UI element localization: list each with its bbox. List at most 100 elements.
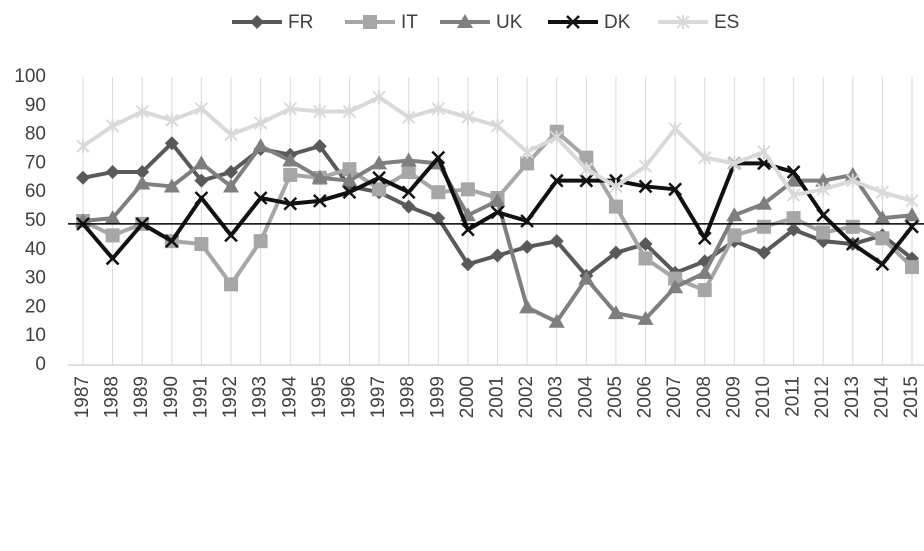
- marker: [676, 15, 690, 29]
- marker: [608, 245, 623, 260]
- marker: [134, 175, 151, 190]
- x-tick-label: 1997: [368, 376, 389, 418]
- marker: [668, 121, 682, 136]
- marker: [342, 162, 357, 177]
- marker: [76, 139, 90, 154]
- marker: [135, 165, 150, 180]
- marker: [431, 185, 446, 200]
- marker: [194, 237, 209, 252]
- marker: [786, 188, 801, 203]
- marker: [282, 152, 299, 167]
- x-tick-label: 2002: [516, 376, 537, 418]
- marker: [371, 155, 388, 170]
- marker: [637, 310, 654, 325]
- marker: [757, 144, 771, 159]
- marker: [668, 182, 683, 197]
- marker: [363, 15, 377, 29]
- y-tick-label: 90: [25, 95, 46, 116]
- marker: [224, 127, 238, 142]
- marker: [756, 245, 771, 260]
- marker: [193, 155, 210, 170]
- marker: [845, 219, 860, 234]
- series: [76, 90, 919, 208]
- x-tick-label: 2015: [901, 376, 922, 418]
- marker: [461, 222, 475, 237]
- marker: [667, 279, 684, 294]
- x-tick-label: 2005: [605, 376, 626, 418]
- marker: [194, 191, 209, 205]
- marker: [253, 234, 268, 249]
- marker: [490, 205, 505, 220]
- marker: [283, 101, 297, 116]
- marker: [905, 193, 919, 208]
- x-tick-label: 1992: [220, 376, 241, 418]
- series: [75, 138, 920, 328]
- x-tick-label: 1987: [72, 376, 93, 418]
- marker: [372, 182, 387, 197]
- marker: [283, 167, 298, 182]
- marker: [638, 251, 653, 266]
- marker: [846, 173, 860, 188]
- marker: [164, 136, 179, 151]
- legend-label: DK: [604, 12, 631, 33]
- marker: [697, 231, 712, 246]
- marker: [727, 156, 742, 171]
- marker: [874, 210, 891, 225]
- marker: [105, 251, 120, 266]
- marker: [550, 130, 564, 145]
- x-tick-label: 1990: [161, 376, 182, 418]
- x-tick-label: 1999: [427, 376, 448, 418]
- y-tick-label: 0: [35, 354, 46, 375]
- marker: [105, 118, 120, 133]
- marker: [579, 150, 594, 165]
- marker: [726, 207, 743, 222]
- marker: [490, 118, 505, 133]
- marker: [579, 173, 594, 188]
- marker: [785, 172, 802, 187]
- y-tick-label: 30: [25, 268, 46, 289]
- x-tick-label: 2000: [457, 376, 478, 418]
- marker: [520, 239, 535, 254]
- marker: [372, 170, 386, 185]
- marker: [401, 199, 416, 214]
- marker: [638, 159, 653, 174]
- marker: [816, 225, 831, 240]
- legend-label: ES: [714, 12, 739, 33]
- marker: [727, 228, 742, 243]
- marker: [341, 172, 358, 187]
- x-tick-label: 2001: [487, 376, 508, 418]
- marker: [312, 193, 327, 208]
- marker: [520, 214, 534, 228]
- x-tick-label: 2003: [546, 376, 567, 418]
- x-tick-label: 2004: [575, 376, 596, 419]
- x-tick-label: 1996: [338, 376, 359, 418]
- x-tick-label: 1994: [279, 376, 300, 419]
- marker: [519, 299, 536, 314]
- marker: [194, 101, 209, 116]
- marker: [875, 257, 890, 272]
- marker: [904, 207, 920, 222]
- legend-label: UK: [496, 12, 523, 33]
- x-tick-label: 2013: [842, 376, 863, 418]
- x-tick-label: 2011: [783, 376, 804, 417]
- marker: [845, 237, 860, 251]
- x-tick-label: 2012: [812, 376, 833, 418]
- marker: [875, 185, 890, 200]
- marker: [578, 270, 595, 285]
- legend-label: FR: [288, 12, 313, 33]
- marker: [105, 165, 120, 180]
- legend-item: ES: [658, 12, 739, 33]
- marker: [163, 178, 180, 193]
- marker: [756, 219, 771, 234]
- marker: [224, 277, 239, 292]
- marker: [566, 15, 580, 29]
- marker: [520, 156, 535, 171]
- marker: [490, 248, 505, 263]
- marker: [342, 185, 357, 200]
- y-tick-label: 40: [25, 239, 46, 260]
- x-tick-label: 1995: [309, 376, 330, 418]
- marker: [816, 208, 831, 223]
- marker: [609, 179, 623, 194]
- y-tick-label: 100: [14, 66, 46, 87]
